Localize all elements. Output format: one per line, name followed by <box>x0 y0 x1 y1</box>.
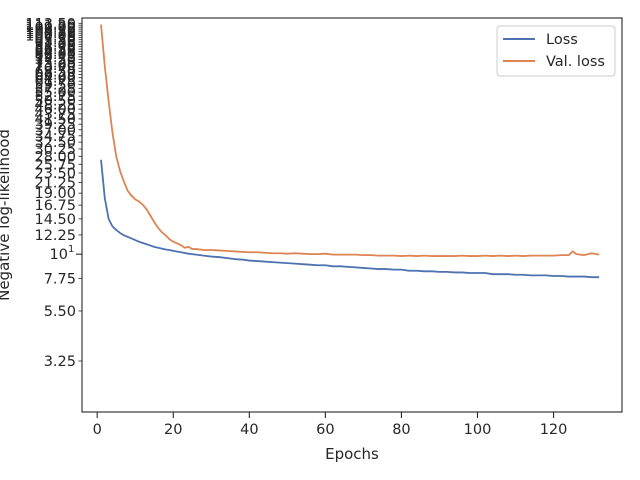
y-tick-label: 5.50 <box>44 304 76 320</box>
y-tick-label: 100.00 <box>25 28 76 44</box>
y-tick-label: 109.00 <box>25 20 76 36</box>
y-tick-label: 19.00 <box>34 186 76 202</box>
x-tick-label: 20 <box>164 422 182 438</box>
y-tick-label: 23.50 <box>34 166 76 182</box>
x-tick-label: 100 <box>464 422 492 438</box>
y-tick-label: 30.25 <box>34 142 76 158</box>
y-tick-label: 91.00 <box>34 37 76 53</box>
y-tick-label: 106.75 <box>25 22 76 38</box>
y-tick-label: 57.25 <box>34 81 76 97</box>
x-tick-label: 60 <box>316 422 334 438</box>
y-tick-label: 95.50 <box>34 33 76 49</box>
y-tick-label: 3.25 <box>44 354 76 370</box>
y-tick-label: 61.75 <box>34 74 76 90</box>
y-axis-label: Negative log-likelihood <box>0 129 13 301</box>
y-tick-label-exponent: 1 <box>68 244 74 255</box>
x-axis-ticks: 0 20 40 60 80 100 120 <box>93 412 568 438</box>
y-tick-label: 37.00 <box>34 123 76 139</box>
series-line-0 <box>100 159 600 279</box>
y-tick-label: 21.25 <box>34 176 76 192</box>
y-tick-label: 84.25 <box>34 45 76 61</box>
y-tick-label: 14.50 <box>34 212 76 228</box>
y-tick-label: 41.50 <box>34 112 76 128</box>
y-tick-label: 97.75 <box>34 30 76 46</box>
y-tick-label: 52.75 <box>34 89 76 105</box>
y-tick-label: 59.50 <box>34 78 76 94</box>
y-tick-label: 68.50 <box>34 64 76 80</box>
y-tick-label: 55.00 <box>34 85 76 101</box>
y-tick-label: 66.25 <box>34 67 76 83</box>
y-tick-label: 82.00 <box>34 47 76 63</box>
y-tick-label: 102.25 <box>25 26 76 42</box>
y-tick-label: 7.75 <box>44 271 76 287</box>
y-tick-label: 12.25 <box>34 228 76 244</box>
y-tick-label-major: 10 <box>50 247 68 263</box>
y-tick-label: 50.50 <box>34 93 76 109</box>
y-tick-label: 64.00 <box>34 71 76 87</box>
x-tick-label: 0 <box>93 422 102 438</box>
x-tick-label: 120 <box>540 422 568 438</box>
y-tick-label: 39.25 <box>34 117 76 133</box>
y-tick-label: 32.50 <box>34 135 76 151</box>
y-tick-label: 75.25 <box>34 55 76 71</box>
y-tick-label: 73.00 <box>34 58 76 74</box>
legend-label-loss: Loss <box>546 32 578 48</box>
x-axis-label: Epochs <box>325 445 379 463</box>
series-line-1 <box>100 24 600 257</box>
x-tick-label: 40 <box>240 422 258 438</box>
legend-label-val-loss: Val. loss <box>546 54 605 70</box>
y-tick-label: 79.75 <box>34 50 76 66</box>
y-tick-label: 46.00 <box>34 102 76 118</box>
legend: Loss Val. loss <box>496 25 616 77</box>
y-tick-label: 43.75 <box>34 107 76 123</box>
y-tick-label: 113.50 <box>25 16 76 32</box>
y-tick-label: 77.50 <box>34 53 76 69</box>
y-tick-label: 104.50 <box>25 24 76 40</box>
plot-area <box>100 24 600 279</box>
y-tick-label: 111.25 <box>25 18 76 34</box>
plot-frame <box>81 17 623 413</box>
y-tick-label: 34.75 <box>34 129 76 145</box>
x-tick-label: 80 <box>392 422 410 438</box>
y-tick-label: 25.75 <box>34 157 76 173</box>
y-tick-label: 88.75 <box>34 40 76 56</box>
y-tick-label: 48.25 <box>34 98 76 114</box>
y-tick-label: 93.25 <box>34 35 76 51</box>
y-tick-label: 86.50 <box>34 42 76 58</box>
y-axis-ticks: 3.25 5.50 7.75 12.2514.5016.7519.0021.2523.… <box>25 16 82 370</box>
y-tick-label: 28.00 <box>34 149 76 165</box>
y-tick-label: 16.75 <box>34 198 76 214</box>
y-tick-label: 70.75 <box>34 61 76 77</box>
